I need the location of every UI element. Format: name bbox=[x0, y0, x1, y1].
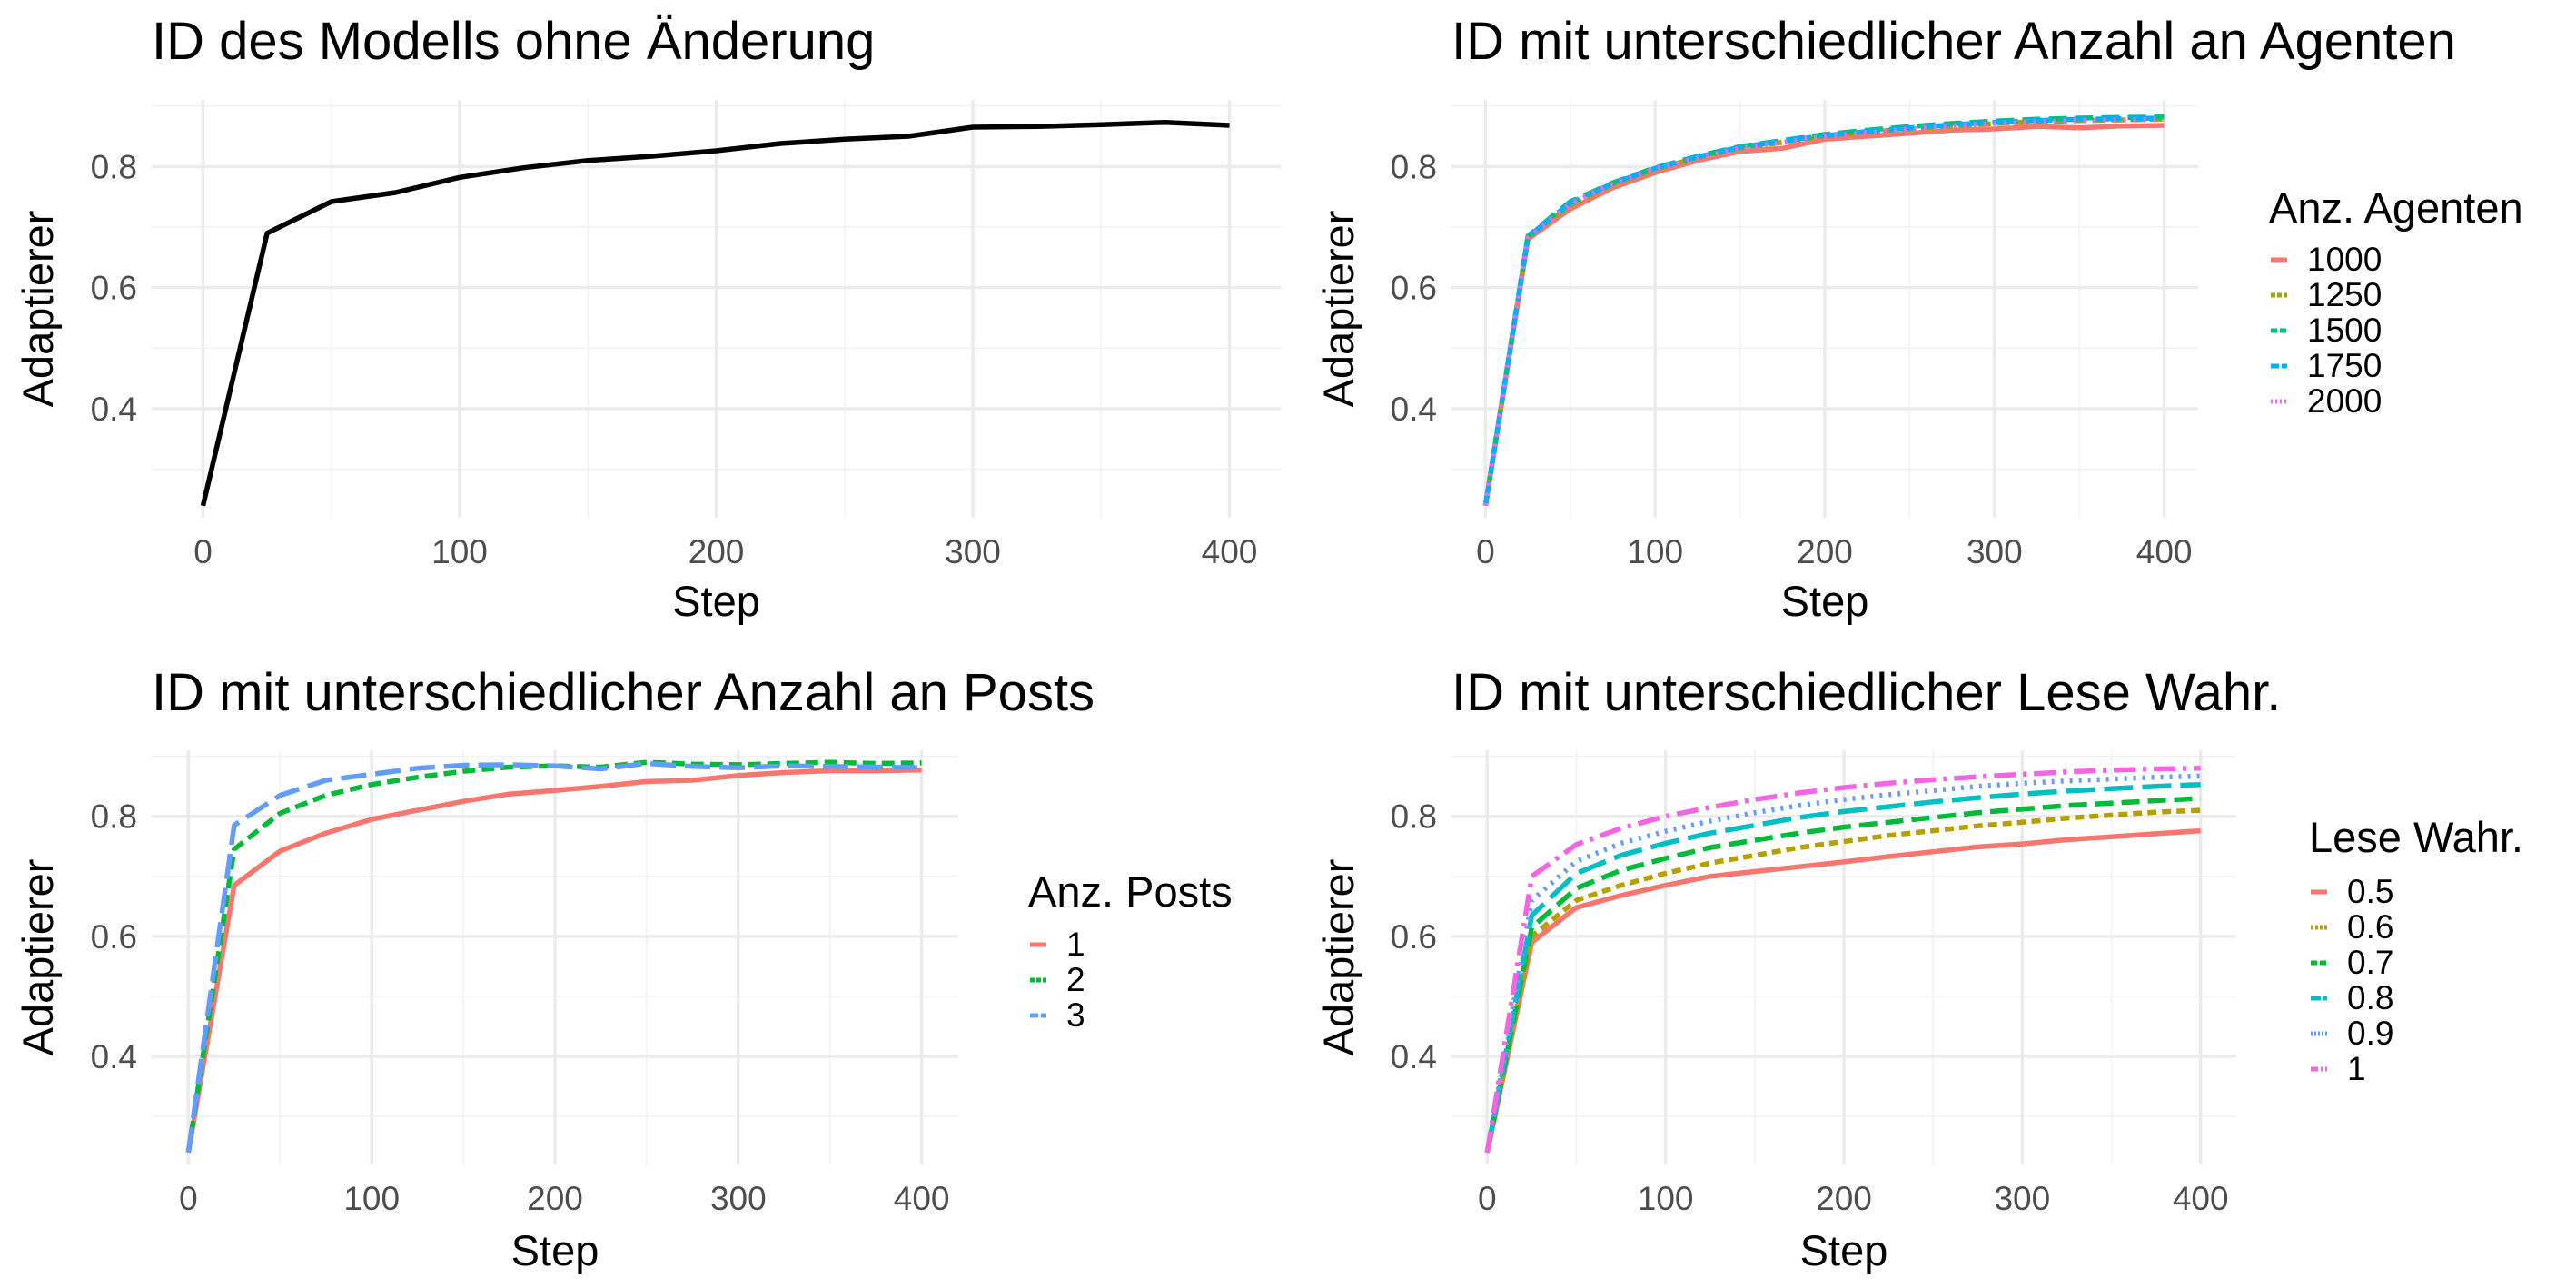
legend-label: 1250 bbox=[2307, 276, 2382, 313]
y-tick-label: 0.6 bbox=[1391, 918, 1437, 956]
x-tick-label: 0 bbox=[1476, 533, 1495, 570]
x-tick-label: 200 bbox=[689, 533, 745, 570]
x-axis-title: Step bbox=[672, 577, 760, 625]
legend-label: 1 bbox=[2347, 1050, 2366, 1087]
series-line-0.7 bbox=[1484, 796, 2201, 1154]
x-tick-label: 100 bbox=[343, 1180, 400, 1217]
chart-panel-3: 0 100 200 300 400 0.4 0.6 0.8 ID mit unterschied… bbox=[14, 663, 1233, 1274]
grid bbox=[1451, 100, 2198, 518]
legend-label: 2000 bbox=[2307, 382, 2382, 420]
legend-label: 0.8 bbox=[2347, 979, 2393, 1016]
x-tick-label: 300 bbox=[945, 533, 1001, 570]
legend: Lese Wahr. 0.50.60.70.80.91 bbox=[2309, 813, 2523, 1087]
y-tick-label: 0.8 bbox=[1391, 798, 1437, 836]
x-tick-label: 100 bbox=[1638, 1180, 1694, 1217]
x-tick-label: 0 bbox=[193, 533, 213, 570]
legend-label: 0.9 bbox=[2347, 1015, 2393, 1052]
series-line-1000 bbox=[1482, 123, 2165, 507]
series-line-3 bbox=[185, 760, 922, 1154]
series-line bbox=[200, 119, 1230, 507]
x-axis-title: Step bbox=[1800, 1226, 1888, 1274]
y-tick-label: 0.6 bbox=[91, 918, 137, 956]
y-axis-title: Adaptierer bbox=[14, 859, 62, 1056]
legend-label: 2 bbox=[1066, 961, 1085, 998]
y-tick-label: 0.4 bbox=[91, 1038, 137, 1075]
legend-title: Anz. Posts bbox=[1028, 867, 1233, 916]
y-tick-label: 0.4 bbox=[1391, 391, 1437, 428]
x-tick-label: 400 bbox=[894, 1180, 950, 1217]
x-tick-label: 400 bbox=[1202, 533, 1258, 570]
legend: Anz. Posts 123 bbox=[1028, 867, 1233, 1034]
x-tick-label: 400 bbox=[2136, 533, 2193, 570]
x-tick-label: 200 bbox=[1797, 533, 1853, 570]
x-tick-label: 200 bbox=[527, 1180, 583, 1217]
y-axis-title: Adaptierer bbox=[1314, 211, 1362, 408]
legend-label: 1 bbox=[1066, 926, 1085, 963]
chart-panel-4: 0 100 200 300 400 0.4 0.6 0.8 ID mit unterschied… bbox=[1314, 663, 2523, 1274]
x-tick-label: 200 bbox=[1816, 1180, 1872, 1217]
y-tick-label: 0.4 bbox=[1391, 1038, 1437, 1075]
series-line-0.5 bbox=[1484, 827, 2201, 1154]
x-tick-label: 100 bbox=[431, 533, 488, 570]
x-tick-label: 400 bbox=[2173, 1180, 2229, 1217]
x-tick-label: 300 bbox=[1994, 1180, 2050, 1217]
y-tick-label: 0.4 bbox=[91, 391, 137, 428]
legend-label: 0.6 bbox=[2347, 908, 2393, 946]
series-line-1 bbox=[1484, 766, 2201, 1154]
y-tick-label: 0.8 bbox=[91, 148, 137, 185]
legend-label: 1000 bbox=[2307, 241, 2382, 278]
series-line-1 bbox=[185, 768, 922, 1154]
y-tick-label: 0.8 bbox=[91, 798, 137, 836]
y-tick-label: 0.6 bbox=[1391, 270, 1437, 307]
y-axis-title: Adaptierer bbox=[1314, 859, 1362, 1056]
legend-title: Lese Wahr. bbox=[2309, 813, 2523, 861]
legend-label: 0.7 bbox=[2347, 944, 2393, 981]
x-tick-label: 0 bbox=[1478, 1180, 1497, 1217]
series-line-2000 bbox=[1482, 116, 2165, 507]
series-line-0.9 bbox=[1484, 773, 2201, 1154]
y-tick-label: 0.8 bbox=[1391, 148, 1437, 185]
x-axis-title: Step bbox=[1781, 577, 1869, 625]
series-line-0.6 bbox=[1484, 807, 2201, 1154]
x-tick-label: 100 bbox=[1627, 533, 1683, 570]
legend-title: Anz. Agenten bbox=[2269, 183, 2523, 232]
series-line-0.8 bbox=[1484, 781, 2201, 1154]
x-tick-label: 300 bbox=[710, 1180, 767, 1217]
y-axis-title: Adaptierer bbox=[14, 211, 62, 408]
legend-label: 1500 bbox=[2307, 312, 2382, 349]
legend-label: 1750 bbox=[2307, 347, 2382, 384]
chart-title: ID mit unterschiedlicher Lese Wahr. bbox=[1451, 663, 2281, 722]
legend-label: 0.5 bbox=[2347, 873, 2393, 910]
x-tick-label: 0 bbox=[179, 1180, 198, 1217]
x-axis-title: Step bbox=[511, 1226, 599, 1274]
grid bbox=[152, 100, 1281, 518]
chart-panel-1: 0 100 200 300 400 0.4 0.6 0.8 ID des Modells ohn… bbox=[14, 12, 1281, 625]
grid bbox=[152, 750, 958, 1164]
x-tick-label: 300 bbox=[1967, 533, 2023, 570]
chart-title: ID des Modells ohne Änderung bbox=[152, 12, 875, 71]
y-tick-label: 0.6 bbox=[91, 270, 137, 307]
chart-title: ID mit unterschiedlicher Anzahl an Agent… bbox=[1451, 12, 2456, 71]
chart-panel-2: 0 100 200 300 400 0.4 0.6 0.8 ID mit unterschied… bbox=[1314, 12, 2523, 625]
legend-label: 3 bbox=[1066, 996, 1085, 1034]
chart-title: ID mit unterschiedlicher Anzahl an Posts bbox=[152, 663, 1095, 722]
